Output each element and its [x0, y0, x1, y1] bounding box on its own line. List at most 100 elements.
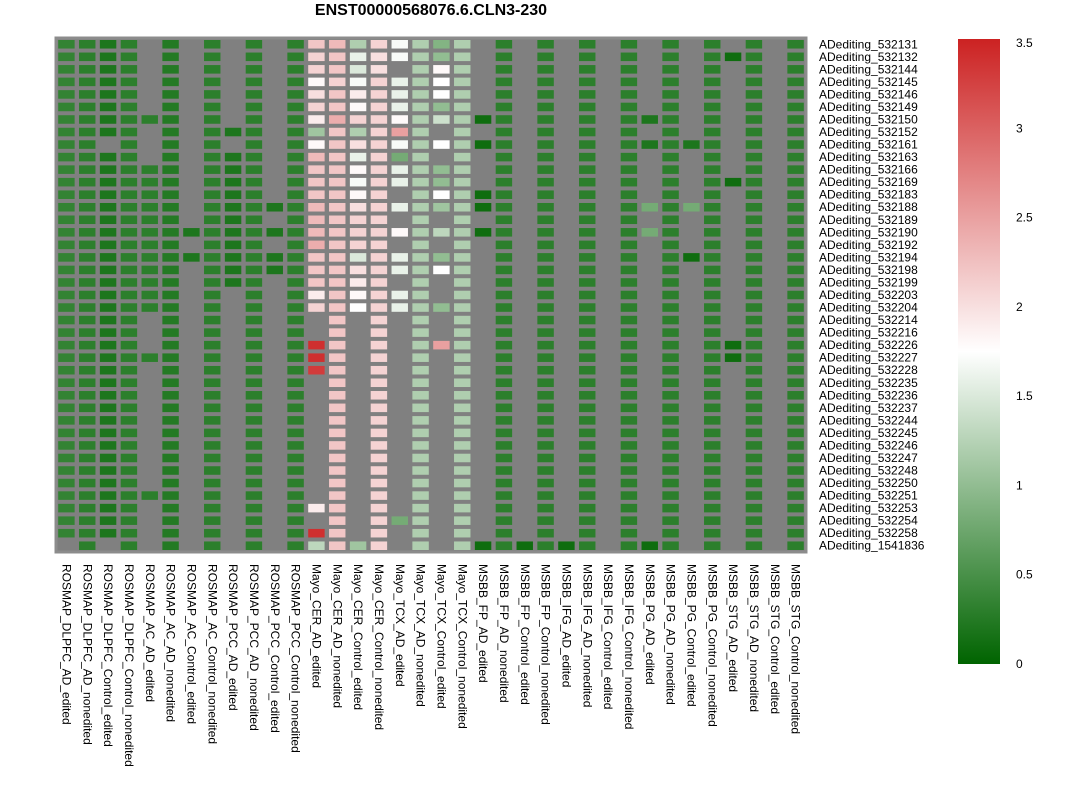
heatmap-cell — [558, 528, 575, 538]
heatmap-cell — [579, 140, 596, 149]
heatmap-cell — [558, 340, 575, 350]
heatmap-cell — [433, 328, 450, 337]
heatmap-cell — [683, 391, 700, 400]
heatmap-cell — [329, 478, 346, 488]
heatmap-cell — [162, 391, 179, 400]
heatmap-cell — [620, 403, 638, 413]
heatmap-cell — [162, 177, 179, 187]
legend-tick-label: 3.5 — [1016, 36, 1033, 50]
heatmap-cell — [516, 202, 533, 212]
heatmap-cell — [537, 428, 554, 438]
heatmap-cell — [745, 391, 763, 400]
column-label: ROSMAP_DLPFC_Control_nonedited — [122, 564, 136, 767]
heatmap-cell — [537, 503, 554, 513]
heatmap-cell — [683, 77, 700, 87]
heatmap-cell — [620, 391, 638, 400]
heatmap-cell — [120, 240, 138, 250]
row-label: ADediting_532189 — [819, 213, 918, 227]
heatmap-cell — [141, 315, 158, 325]
heatmap-cell — [412, 491, 429, 500]
heatmap-cell — [391, 441, 408, 450]
heatmap-cell — [287, 177, 304, 187]
heatmap-cell — [704, 516, 721, 525]
heatmap-cell — [724, 165, 742, 174]
heatmap-cell — [433, 378, 450, 388]
heatmap-cell — [349, 416, 367, 425]
heatmap-cell — [58, 202, 75, 212]
heatmap-cell — [474, 77, 492, 87]
heatmap-cell — [204, 290, 221, 300]
heatmap-cell — [412, 453, 429, 463]
heatmap-cell — [412, 127, 429, 137]
heatmap-cell — [349, 428, 367, 438]
heatmap-cell — [349, 290, 367, 300]
heatmap-cell — [433, 416, 450, 425]
heatmap-cell — [724, 127, 742, 137]
heatmap-cell — [704, 428, 721, 438]
heatmap-cell — [474, 177, 492, 187]
heatmap-cell — [58, 315, 75, 325]
heatmap-cell — [474, 303, 492, 312]
heatmap-cell — [558, 52, 575, 62]
heatmap-cell — [329, 428, 346, 438]
heatmap-cell — [141, 403, 158, 413]
heatmap-cell — [329, 228, 346, 237]
row-label: ADediting_532244 — [819, 413, 918, 427]
heatmap-cell — [58, 365, 75, 375]
row-label: ADediting_532258 — [819, 526, 918, 540]
heatmap-cell — [412, 391, 429, 400]
heatmap-cell — [704, 77, 721, 87]
heatmap-cell — [120, 491, 138, 500]
heatmap-cell — [391, 77, 408, 87]
heatmap-cell — [641, 228, 658, 237]
heatmap-cell — [266, 290, 283, 300]
heatmap-cell — [474, 190, 492, 199]
heatmap-cell — [454, 378, 471, 388]
heatmap-cell — [391, 403, 408, 413]
heatmap-cell — [120, 165, 138, 174]
heatmap-cell — [724, 265, 742, 275]
heatmap-cell — [579, 228, 596, 237]
heatmap-cell — [266, 240, 283, 250]
heatmap-cell — [224, 215, 242, 225]
heatmap-cell — [516, 228, 533, 237]
heatmap-cell — [329, 127, 346, 137]
heatmap-cell — [245, 365, 263, 375]
heatmap-cell — [579, 466, 596, 475]
heatmap-cell — [454, 453, 471, 463]
heatmap-cell — [308, 90, 325, 99]
heatmap-cell — [224, 65, 242, 74]
heatmap-cell — [704, 90, 721, 99]
heatmap-cell — [495, 165, 513, 174]
heatmap-cell — [349, 528, 367, 538]
heatmap-cell — [620, 40, 638, 49]
heatmap-cell — [245, 165, 263, 174]
heatmap-cell — [579, 441, 596, 450]
heatmap-cell — [99, 466, 117, 475]
heatmap-cell — [662, 240, 679, 250]
heatmap-cell — [454, 290, 471, 300]
heatmap-cell — [558, 102, 575, 112]
heatmap-cell — [474, 127, 492, 137]
heatmap-cell — [433, 491, 450, 500]
heatmap-cell — [599, 403, 617, 413]
heatmap-cell — [516, 328, 533, 337]
heatmap-cell — [329, 115, 346, 124]
row-label: ADediting_1541836 — [819, 539, 925, 553]
heatmap-cell — [495, 315, 513, 325]
heatmap-cell — [683, 52, 700, 62]
heatmap-cell — [183, 365, 200, 375]
heatmap-cell — [266, 541, 283, 550]
heatmap-cell — [579, 365, 596, 375]
heatmap-cell — [433, 340, 450, 350]
heatmap-cell — [558, 65, 575, 74]
heatmap-cell — [287, 365, 304, 375]
heatmap-cell — [141, 190, 158, 199]
heatmap-cell — [370, 528, 388, 538]
heatmap-cell — [537, 152, 554, 162]
heatmap-cell — [620, 441, 638, 450]
heatmap-cell — [495, 516, 513, 525]
heatmap-cell — [787, 441, 804, 450]
heatmap-cell — [724, 503, 742, 513]
heatmap-cell — [120, 90, 138, 99]
